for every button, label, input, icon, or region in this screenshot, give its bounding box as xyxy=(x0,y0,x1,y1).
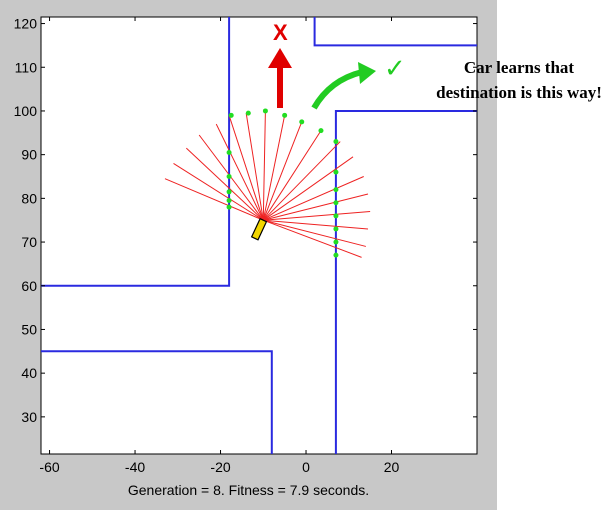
sensor-ray-13 xyxy=(263,176,364,221)
y-tick-label-9: 120 xyxy=(14,16,38,32)
car-body xyxy=(250,217,268,241)
sensor-ray-10 xyxy=(262,130,322,221)
sensor-hit-17 xyxy=(333,239,339,245)
sensor-ray-8 xyxy=(262,115,286,221)
sensor-hit-16 xyxy=(333,226,339,232)
x-tick-label-4: 20 xyxy=(384,459,400,475)
y-tick-label-8: 110 xyxy=(15,59,38,75)
x-tick-label-1: -40 xyxy=(125,459,145,475)
wall-2 xyxy=(334,110,477,454)
sensors-layer xyxy=(164,110,371,258)
walls-layer xyxy=(41,17,477,454)
sensor-ray-11 xyxy=(262,141,341,221)
x-tick-label-2: -20 xyxy=(210,459,230,475)
y-tick-label-2: 50 xyxy=(21,321,37,337)
y-tick-label-4: 70 xyxy=(21,234,37,250)
sensor-hit-9 xyxy=(226,198,232,204)
dead-end-label: X xyxy=(273,20,288,45)
sensor-hits-layer xyxy=(226,108,339,258)
annotation-note: Car learns that destination is this way! xyxy=(424,55,613,105)
sensor-ray-17 xyxy=(263,219,366,247)
sensor-hit-8 xyxy=(226,189,232,195)
sensor-ray-9 xyxy=(262,121,303,221)
sensor-hit-2 xyxy=(262,108,268,114)
figure-panel: -60 -40 -20 0 20 30 40 50 60 70 80 90 100 110 120 Gen… xyxy=(0,0,497,510)
sensor-ray-1 xyxy=(173,162,264,221)
wall-1 xyxy=(313,17,477,47)
sensor-hit-6 xyxy=(226,149,232,155)
wall-3 xyxy=(41,350,273,454)
sensor-ray-4 xyxy=(215,123,264,221)
y-tick-label-6: 90 xyxy=(21,147,37,163)
sensor-hit-15 xyxy=(333,213,339,219)
x-tick-label-0: -60 xyxy=(39,459,59,475)
sensor-ray-7 xyxy=(262,110,266,221)
sensor-hit-5 xyxy=(318,128,324,134)
y-tick-label-7: 100 xyxy=(14,103,38,119)
generation-caption: Generation = 8. Fitness = 7.9 seconds. xyxy=(127,482,370,498)
sensor-hit-7 xyxy=(226,174,232,180)
sensor-hit-13 xyxy=(333,187,339,193)
sensor-ray-5 xyxy=(228,115,264,221)
sensor-hit-11 xyxy=(333,139,339,145)
sensor-hit-10 xyxy=(226,204,232,210)
check-icon: ✓ xyxy=(384,54,406,84)
sensor-ray-15 xyxy=(263,210,371,221)
sensor-ray-16 xyxy=(263,219,369,230)
sensor-ray-12 xyxy=(262,156,354,221)
sensor-ray-0 xyxy=(164,178,264,221)
plot-canvas: -60 -40 -20 0 20 30 40 50 60 70 80 90 100 110 120 xyxy=(14,16,478,475)
sensor-hit-0 xyxy=(228,112,234,118)
sensor-hit-4 xyxy=(299,119,305,125)
sensor-hit-18 xyxy=(333,252,339,258)
y-tick-label-3: 60 xyxy=(21,278,37,294)
note-line-1: Car learns that xyxy=(463,58,575,77)
x-tick-label-3: 0 xyxy=(302,459,310,475)
y-axis-ticks: 30 40 50 60 70 80 90 100 110 120 xyxy=(14,16,477,425)
y-tick-label-1: 40 xyxy=(21,365,37,381)
wall-0 xyxy=(41,17,231,287)
sensor-hit-14 xyxy=(333,200,339,206)
x-axis-ticks: -60 -40 -20 0 20 xyxy=(39,17,400,475)
note-line-2: destination is this way! xyxy=(436,83,602,102)
car-marker xyxy=(250,217,268,241)
sensor-hit-12 xyxy=(333,169,339,175)
y-tick-label-0: 30 xyxy=(21,409,37,425)
sensor-hit-1 xyxy=(245,110,251,116)
sensor-ray-6 xyxy=(245,113,264,221)
sensor-hit-3 xyxy=(282,112,288,118)
car-layer xyxy=(250,217,268,241)
sensor-ray-2 xyxy=(185,147,264,221)
sensor-ray-18 xyxy=(263,219,362,258)
sensor-ray-14 xyxy=(263,193,369,221)
y-tick-label-5: 80 xyxy=(21,190,37,206)
